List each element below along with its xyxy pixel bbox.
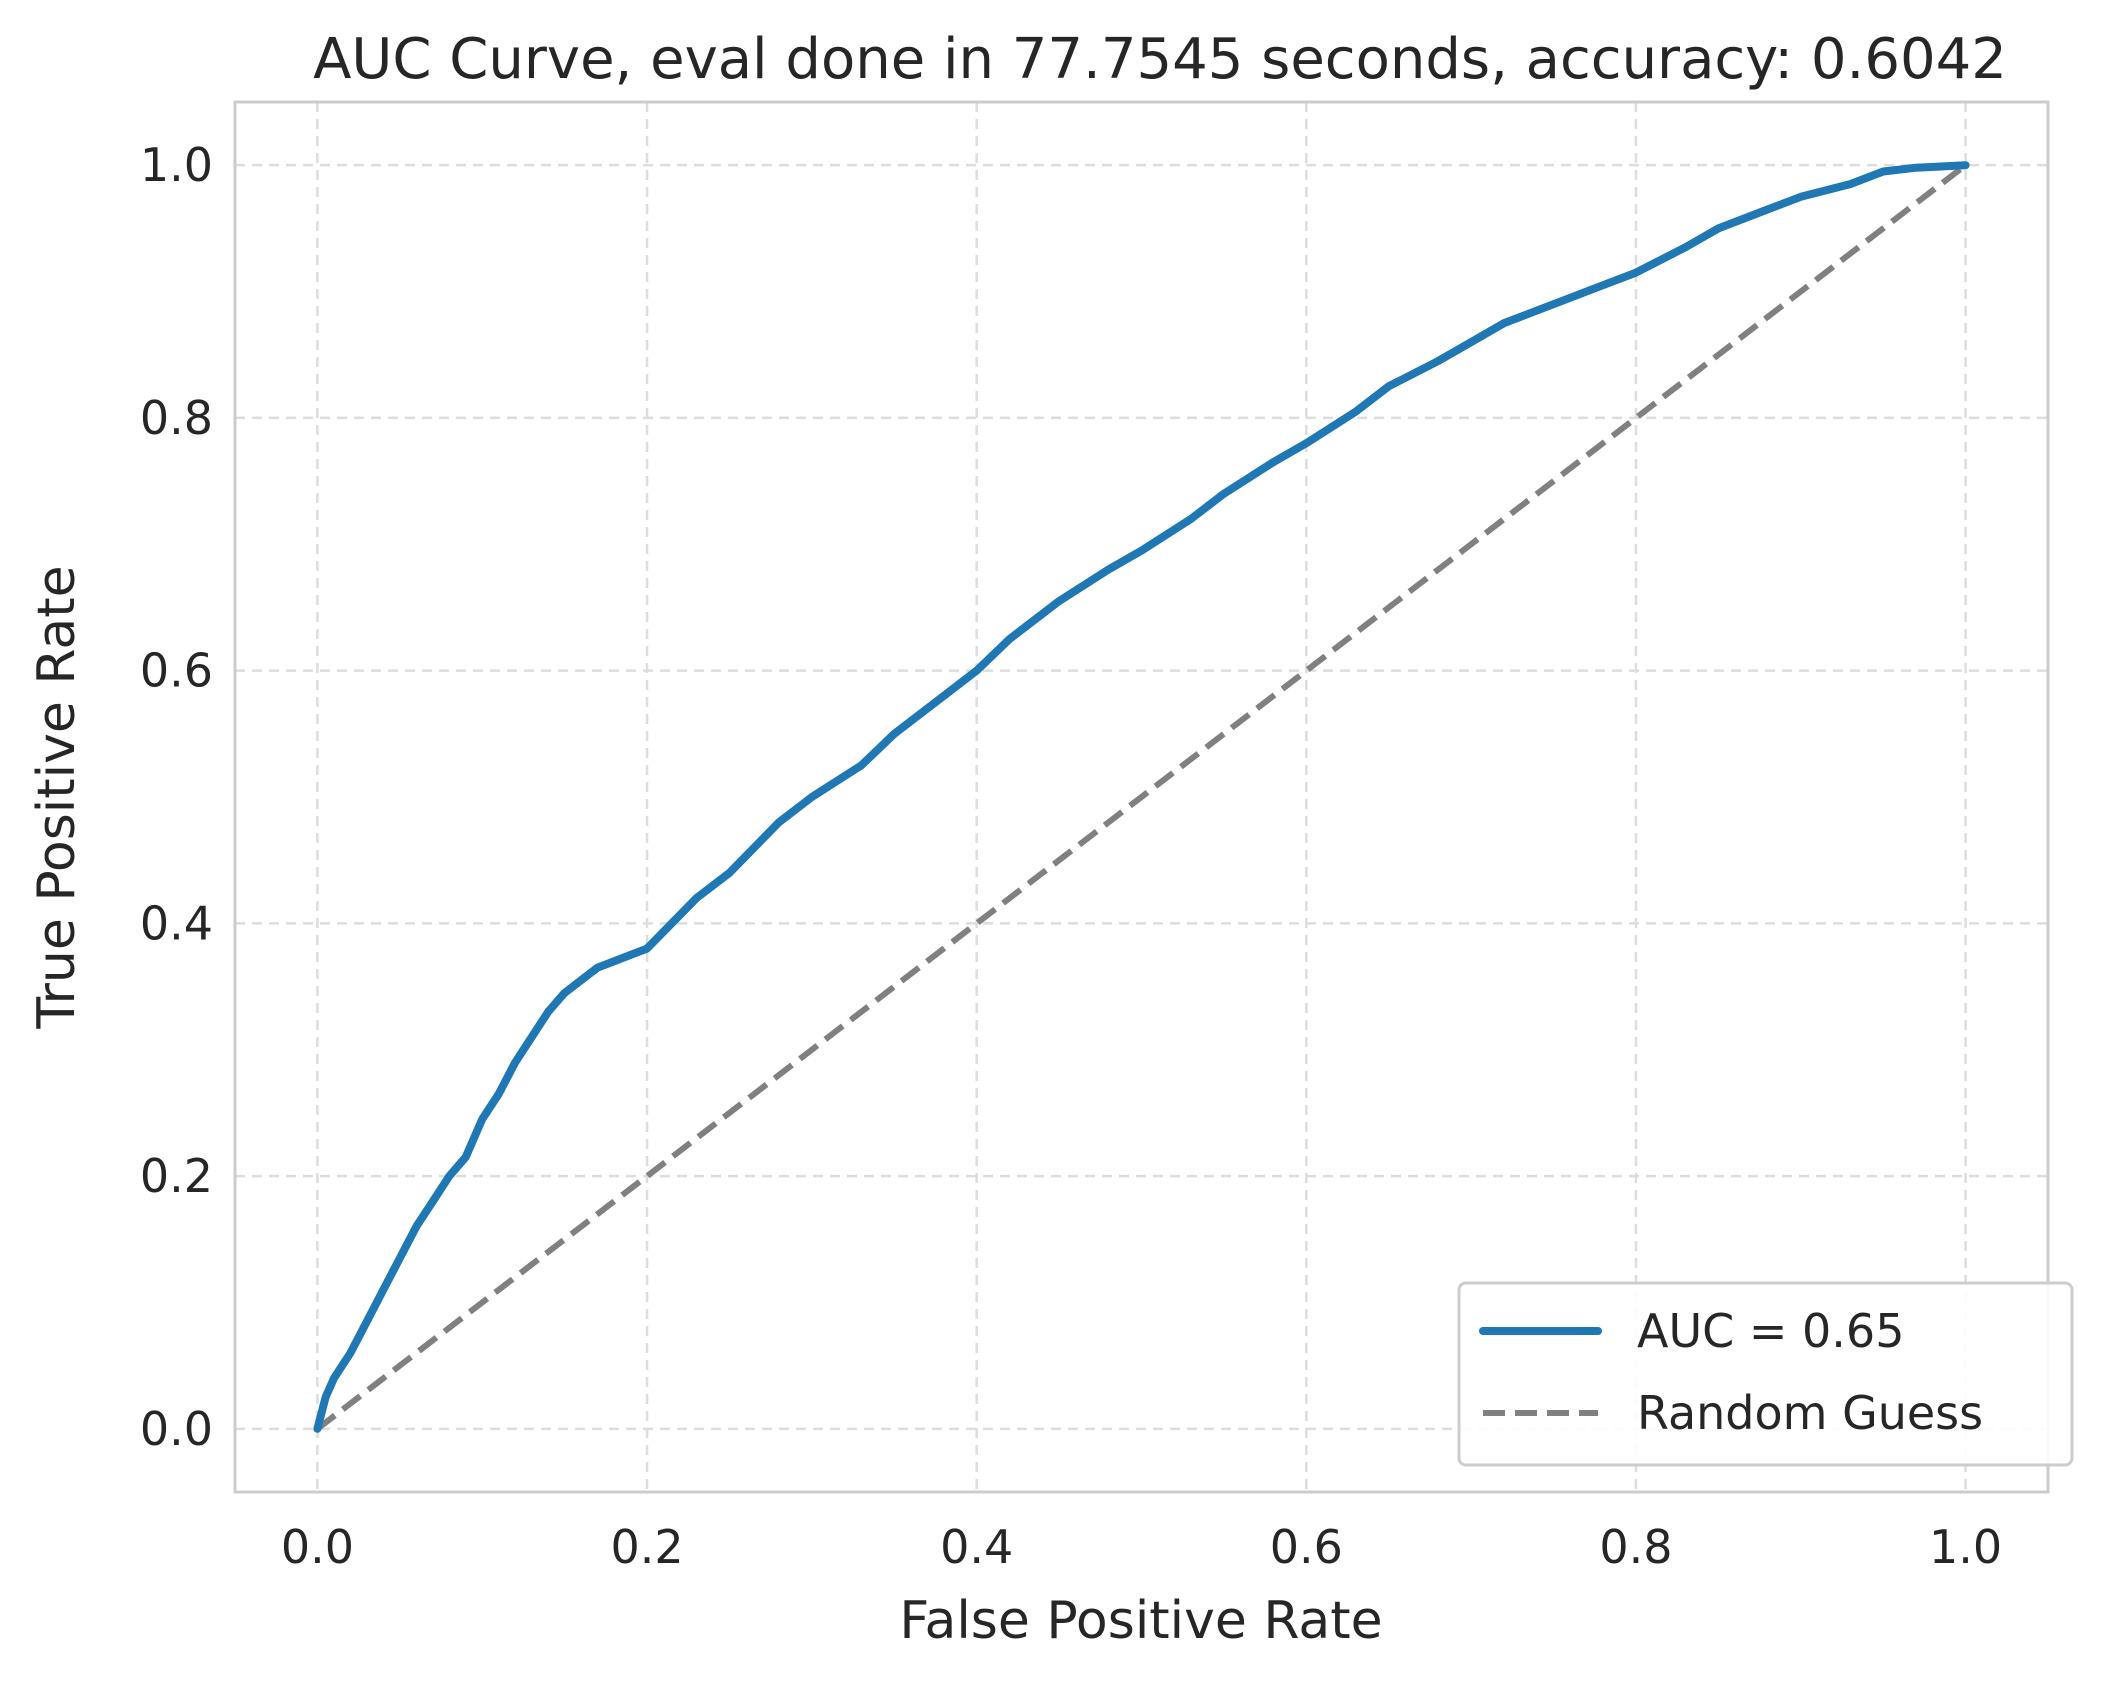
y-tick-label: 0.2 — [140, 1149, 213, 1203]
x-tick-label: 0.0 — [281, 1520, 354, 1574]
x-tick-label: 0.4 — [940, 1520, 1013, 1574]
chart-title: AUC Curve, eval done in 77.7545 seconds,… — [313, 27, 2007, 92]
y-tick-label: 0.6 — [140, 644, 213, 698]
legend-label-auc: AUC = 0.65 — [1637, 1304, 1904, 1358]
y-tick-label: 0.0 — [140, 1402, 213, 1456]
x-tick-label: 0.2 — [610, 1520, 683, 1574]
plot-area — [233, 100, 2050, 1494]
legend-label-random-guess: Random Guess — [1637, 1386, 1983, 1440]
x-tick-label: 1.0 — [1929, 1520, 2002, 1574]
y-tick-label: 0.8 — [140, 391, 213, 445]
roc-curve-line — [313, 161, 1970, 1433]
y-axis-label: True Positive Rate — [27, 565, 87, 1029]
axes-frame — [233, 100, 2050, 1494]
y-tick-label: 0.4 — [140, 896, 213, 950]
x-axis-ticks: 0.0 0.2 0.4 0.6 0.8 1.0 — [281, 1520, 2002, 1574]
y-tick-label: 1.0 — [140, 138, 213, 192]
grid-lines — [235, 102, 2048, 1492]
x-tick-label: 0.8 — [1599, 1520, 1672, 1574]
x-axis-label: False Positive Rate — [899, 1591, 1382, 1651]
random-guess-line — [315, 162, 1968, 1432]
y-axis-ticks: 0.0 0.2 0.4 0.6 0.8 1.0 — [140, 138, 213, 1456]
legend-box — [1457, 1281, 2074, 1467]
x-tick-label: 0.6 — [1270, 1520, 1343, 1574]
legend: AUC = 0.65 Random Guess — [1457, 1281, 2074, 1467]
